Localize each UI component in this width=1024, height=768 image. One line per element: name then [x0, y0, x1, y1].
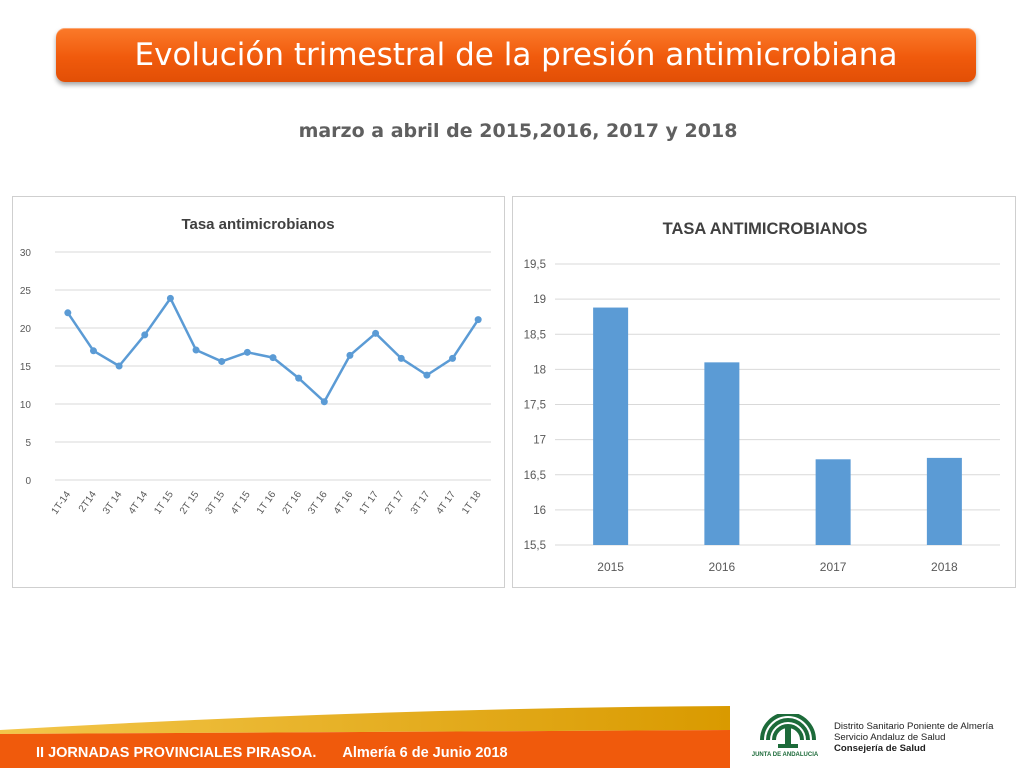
x-tick-label: 3T 16 — [306, 489, 330, 516]
org-line-3: Consejería de Salud — [834, 743, 926, 754]
y-tick-label: 16,5 — [524, 470, 546, 482]
slide-subtitle: marzo a abril de 2015,2016, 2017 y 2018 — [298, 120, 738, 142]
data-point — [449, 354, 457, 362]
data-point — [397, 354, 405, 362]
y-tick-label: 17 — [533, 435, 546, 447]
x-tick-label: 3T 14 — [101, 489, 125, 516]
x-tick-label: 2018 — [931, 560, 958, 574]
x-tick-label: 1T 18 — [460, 489, 484, 516]
series-line — [66, 297, 480, 403]
y-tick-label: 18,5 — [524, 329, 546, 341]
y-tick-label: 15 — [20, 362, 32, 373]
x-tick-label: 2017 — [820, 560, 847, 574]
chart-title: TASA ANTIMICROBIANOS — [663, 220, 868, 238]
bar-chart-panel: TASA ANTIMICROBIANOS 15,5 16 16,5 17 17,5 18 18… — [512, 196, 1016, 588]
x-tick-label: 4T 17 — [434, 489, 458, 516]
y-tick-label: 0 — [25, 476, 31, 487]
line-chart-panel: Tasa antimicrobianos 0 5 10 15 20 25 30 1T-14 2T1… — [12, 196, 505, 588]
x-tick-label: 4T 15 — [229, 489, 253, 516]
footer-event: II JORNADAS PROVINCIALES PIRASOA. — [36, 745, 317, 761]
data-point — [269, 354, 277, 362]
x-tick-label: 2T 17 — [383, 489, 407, 516]
data-point — [141, 331, 149, 339]
org-line-1: Distrito Sanitario Poniente de Almería — [834, 721, 994, 732]
bar — [704, 362, 740, 545]
y-tick-label: 30 — [20, 248, 32, 259]
x-tick-label: 2016 — [709, 560, 736, 574]
data-point — [320, 398, 328, 406]
y-tick-label: 18 — [533, 364, 546, 376]
x-tick-label: 4T 16 — [332, 489, 356, 516]
bar — [593, 307, 629, 545]
organization-logo: JUNTA DE ANDALUCIA Distrito Sanitario Po… — [730, 706, 1024, 768]
x-tick-label: 1T 17 — [357, 489, 381, 516]
x-tick-label: 2T14 — [77, 489, 99, 514]
data-point — [372, 329, 380, 337]
x-tick-label: 4T 14 — [127, 489, 151, 516]
x-tick-label: 1T-14 — [50, 489, 74, 517]
data-point — [218, 357, 226, 365]
x-tick-label: 3T 17 — [409, 489, 433, 516]
data-point — [295, 374, 303, 382]
footer-text: II JORNADAS PROVINCIALES PIRASOA. Almerí… — [36, 745, 508, 761]
y-tick-label: 5 — [25, 438, 31, 449]
data-point — [192, 346, 200, 354]
logo-caption: JUNTA DE ANDALUCIA — [751, 752, 819, 758]
x-tick-label: 2015 — [597, 560, 624, 574]
y-tick-label: 19,5 — [524, 259, 546, 271]
organization-text: Distrito Sanitario Poniente de Almería S… — [834, 721, 993, 754]
data-point — [243, 348, 251, 356]
chart-title: Tasa antimicrobianos — [181, 216, 334, 233]
data-point — [64, 309, 72, 317]
x-tick-label: 2T 15 — [178, 489, 202, 516]
y-tick-label: 25 — [20, 286, 32, 297]
y-tick-label: 15,5 — [524, 540, 546, 552]
line-chart: Tasa antimicrobianos 0 5 10 15 20 25 30 1T-14 2T1… — [20, 216, 491, 517]
x-tick-label: 3T 15 — [204, 489, 228, 516]
bar — [815, 459, 851, 545]
bar-chart: TASA ANTIMICROBIANOS 15,5 16 16,5 17 17,5 18 18… — [524, 220, 1000, 574]
footer-band — [0, 706, 730, 768]
y-tick-label: 16 — [533, 505, 546, 517]
slide-title: Evolución trimestral de la presión antim… — [56, 28, 976, 82]
footer-date: Almería 6 de Junio 2018 — [342, 745, 508, 761]
y-tick-label: 10 — [20, 400, 32, 411]
data-point — [346, 351, 354, 359]
data-point — [474, 316, 482, 324]
y-tick-label: 20 — [20, 324, 32, 335]
data-point — [115, 362, 123, 370]
x-tick-label: 1T 15 — [152, 489, 176, 516]
data-point — [423, 371, 431, 379]
x-tick-label: 2T 16 — [281, 489, 305, 516]
org-line-2: Servicio Andaluz de Salud — [834, 732, 946, 743]
y-tick-label: 19 — [533, 294, 546, 306]
y-tick-label: 17,5 — [524, 400, 546, 412]
x-tick-label: 1T 16 — [255, 489, 279, 516]
data-point — [89, 347, 97, 355]
junta-andalucia-icon — [760, 714, 816, 748]
bar — [926, 457, 962, 545]
data-point — [166, 294, 174, 302]
